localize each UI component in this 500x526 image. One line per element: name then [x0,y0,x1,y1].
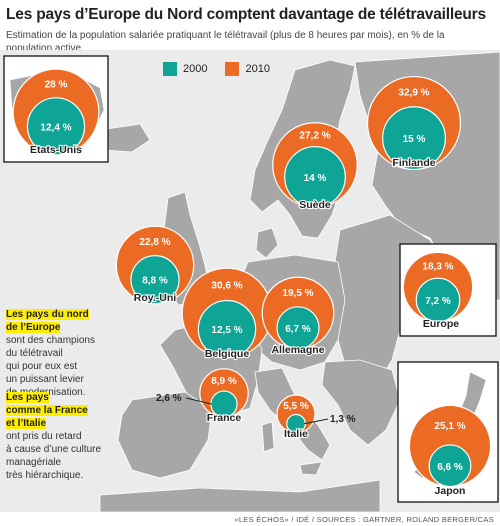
land-north-africa [99,479,381,512]
bubble-2000-finlande [382,106,446,171]
label-2000-japon: 6,6 % [437,462,463,473]
label-2000-suede: 14 % [304,173,327,184]
source-credit: «LES ÉCHOS» / IDÉ / SOURCES : GARTNER, R… [234,515,494,524]
note-north-line-4: un puissant levier [6,374,84,385]
land-sardinia [261,421,275,453]
label-2010-etats-unis: 28 % [45,79,68,90]
map-svg: 28 % 12,4 % Etats-Unis 32,9 % 15 % Finlande 27… [0,50,500,512]
leader-lines [185,397,329,425]
bubble-2000-europe [415,277,461,323]
chart-title: Les pays d’Europe du Nord comptent davan… [6,6,486,23]
label-2000-france: 2,6 % [156,393,182,404]
country-name-roy-uni: Roy.-Uni [134,292,176,304]
country-name-japon: Japon [435,485,466,497]
land-balkans [321,359,401,446]
legend-item-2000: 2000 [163,62,207,76]
map-area: 28 % 12,4 % Etats-Unis 32,9 % 15 % Finlande 27… [0,50,500,512]
label-2000-europe: 7,2 % [425,296,451,307]
label-2010-italie: 5,5 % [283,401,309,412]
land-denmark [255,227,279,259]
country-name-finlande: Finlande [392,157,435,169]
legend-label-2000: 2000 [183,63,208,75]
bubbles-layer: 28 % 12,4 % Etats-Unis 32,9 % 15 % Finlande 27… [12,68,492,498]
note-north-highlight-1: Les pays du nord [6,309,89,320]
country-name-belgique: Belgique [205,348,249,360]
note-north-line-1: sont des champions [6,335,95,346]
note-south-line-4: très hiérarchique. [6,470,84,481]
country-name-france: France [207,412,242,424]
label-2000-roy-uni: 8,8 % [142,276,168,287]
note-south-line-3: managériale [6,457,62,468]
label-2010-europe: 18,3 % [422,261,453,272]
bubble-2000-roy-uni [130,255,180,305]
legend-label-2010: 2010 [245,63,270,75]
note-south-highlight-3: et l’Italie [6,418,47,429]
note-south: Les pays comme la France et l’Italie ont… [6,391,116,482]
note-south-highlight-2: comme la France [6,405,88,416]
label-2010-suede: 27,2 % [299,131,330,142]
note-north-highlight-2: de l’Europe [6,322,61,333]
label-2000-etats-unis: 12,4 % [40,122,71,133]
country-name-italie: Italie [284,428,308,440]
legend-swatch-2010 [225,62,240,76]
label-2010-allemagne: 19,5 % [282,288,313,299]
label-2000-belgique: 12,5 % [211,325,242,336]
bubble-2000-allemagne [276,306,320,350]
legend-swatch-2000 [163,62,177,76]
note-north-line-3: qui pour eux est [6,361,78,372]
bubble-2000-belgique [197,299,257,359]
leader-line-italie [304,418,329,425]
label-2010-belgique: 30,6 % [211,280,242,291]
label-2000-italie: 1,3 % [330,414,356,425]
note-south-line-1: ont pris du retard [6,431,82,442]
country-name-suede: Suède [299,199,331,211]
country-name-europe: Europe [423,318,459,330]
legend-item-2010: 2010 [225,62,270,76]
bubble-2000-suede [284,146,346,208]
label-2010-france: 8,9 % [211,376,237,387]
country-name-allemagne: Allemagne [271,344,324,356]
note-south-line-2: à cause d’une culture [6,444,102,455]
bubble-2000-etats-unis [26,97,86,156]
note-north: Les pays du nord de l’Europe sont des ch… [6,308,106,399]
chart-subtitle: Estimation de la population salariée pra… [6,30,445,54]
bubble-2000-japon [428,444,472,488]
land-sicily [299,461,323,476]
leader-line-france [185,397,213,405]
label-2010-roy-uni: 22,8 % [139,237,170,248]
legend: 2000 2010 [163,62,288,76]
label-2010-finlande: 32,9 % [398,88,429,99]
note-north-line-2: du télétravail [6,348,63,359]
label-2010-japon: 25,1 % [434,421,465,432]
country-name-etats-unis: Etats-Unis [30,144,82,156]
label-2000-finlande: 15 % [403,134,426,145]
note-south-highlight-1: Les pays [6,392,49,403]
label-2000-allemagne: 6,7 % [285,324,311,335]
